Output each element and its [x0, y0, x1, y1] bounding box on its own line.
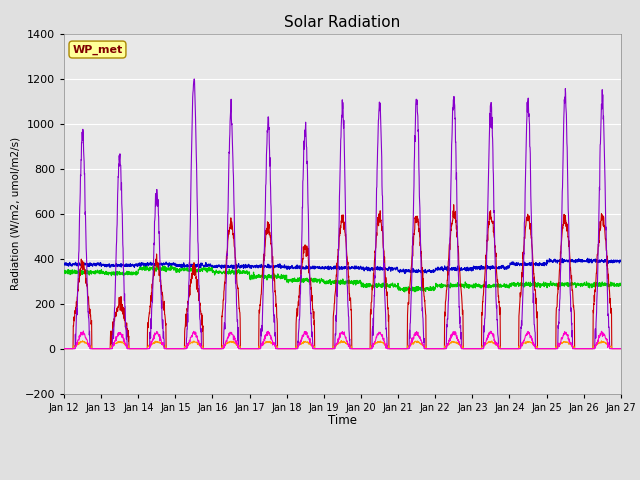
X-axis label: Time: Time	[328, 414, 357, 427]
Text: WP_met: WP_met	[72, 44, 123, 55]
Y-axis label: Radiation (W/m2, umol/m2/s): Radiation (W/m2, umol/m2/s)	[10, 137, 20, 290]
Title: Solar Radiation: Solar Radiation	[284, 15, 401, 30]
